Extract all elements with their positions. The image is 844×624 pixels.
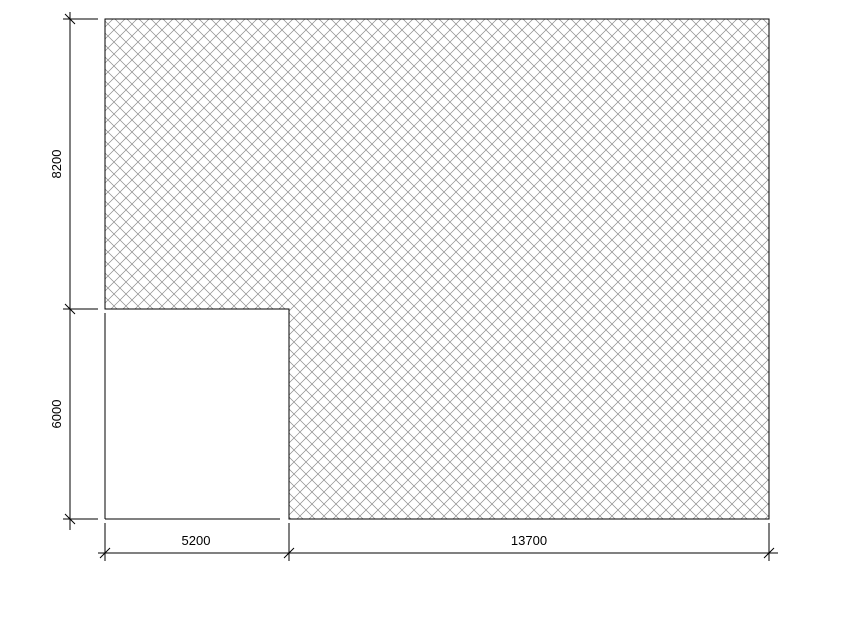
horizontal-dimension	[98, 523, 778, 561]
dim-label-top-height: 8200	[49, 150, 64, 179]
dim-label-left-width: 5200	[182, 533, 211, 548]
dim-label-right-width: 13700	[511, 533, 547, 548]
vertical-dimension	[63, 12, 98, 530]
hatched-area	[104, 18, 770, 520]
dim-label-bottom-height: 6000	[49, 400, 64, 429]
